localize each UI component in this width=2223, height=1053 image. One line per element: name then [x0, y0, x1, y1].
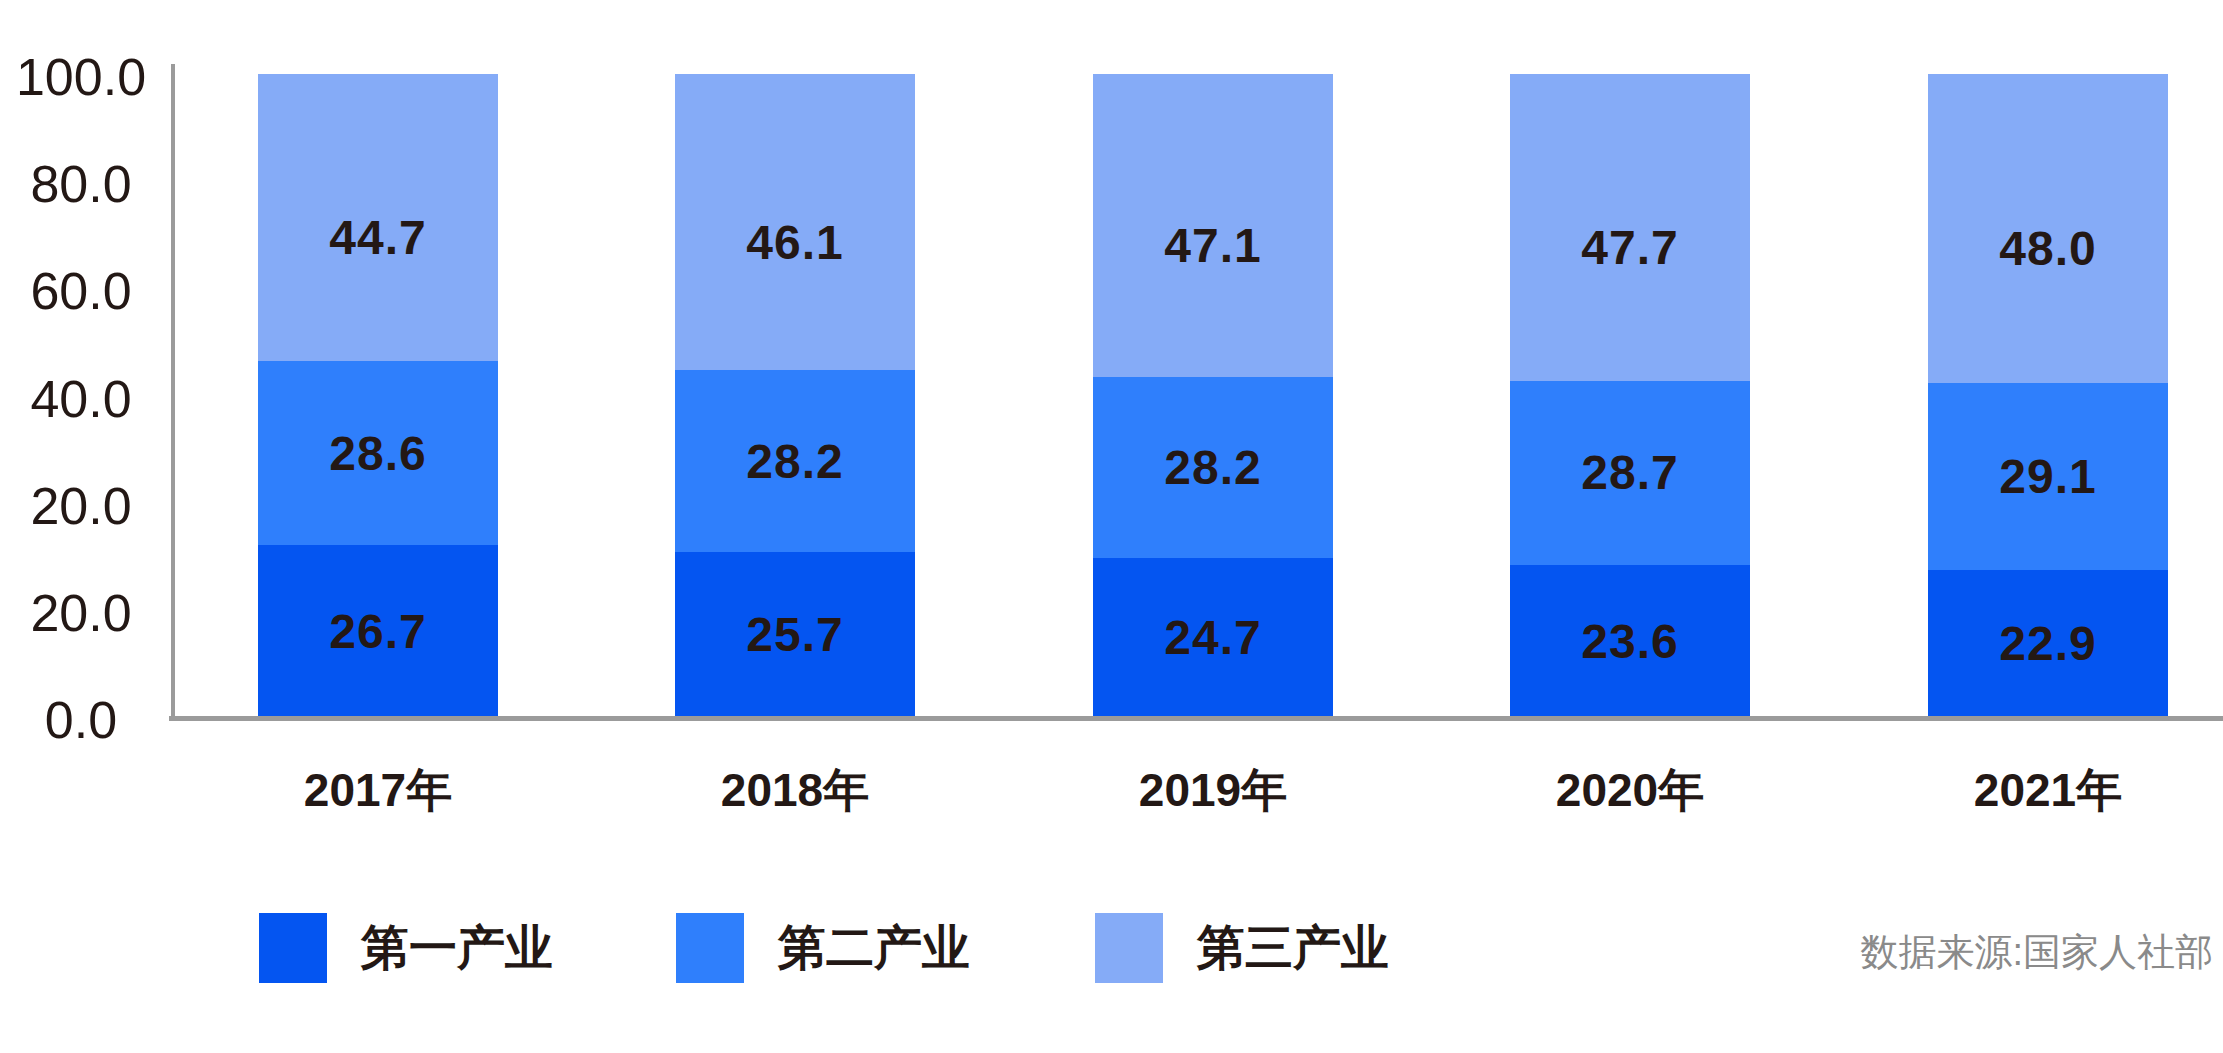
value-label: 29.1	[1999, 449, 2096, 504]
bar-segment-第二产业: 28.2	[1093, 377, 1333, 558]
legend-item-第三产业: 第三产业	[1095, 913, 1475, 983]
source-note: 数据来源:国家人社部	[1860, 928, 2213, 976]
stacked-bar-chart: 100.0 80.0 60.0 40.0 20.0 20.0 0.0 26.7 28.6 44.…	[0, 0, 2223, 1053]
bar-segment-第二产业: 28.2	[675, 370, 915, 551]
y-axis-tick-label: 20.0	[0, 583, 162, 643]
y-axis-tick-label: 0.0	[0, 690, 162, 750]
legend-swatch	[676, 913, 744, 983]
x-axis-label: 2021年	[1928, 762, 2168, 818]
y-axis-tick-label: 40.0	[0, 369, 162, 429]
bar-segment-第三产业: 48.0	[1928, 74, 2168, 383]
value-label: 28.2	[746, 434, 843, 489]
y-axis-tick-label: 80.0	[0, 154, 162, 214]
value-label: 46.1	[746, 215, 843, 270]
legend-swatch	[259, 913, 327, 983]
bar-2020年: 23.6 28.7 47.7	[1510, 0, 1750, 717]
x-axis-label: 2019年	[1093, 762, 1333, 818]
bar-2018年: 25.7 28.2 46.1	[675, 0, 915, 717]
value-label: 25.7	[746, 607, 843, 662]
bar-segment-第三产业: 46.1	[675, 74, 915, 370]
bar-segment-第一产业: 26.7	[258, 545, 498, 717]
bar-segment-第一产业: 24.7	[1093, 558, 1333, 717]
value-label: 48.0	[1999, 221, 2096, 276]
legend-label: 第二产业	[778, 913, 970, 983]
bar-2017年: 26.7 28.6 44.7	[258, 0, 498, 717]
legend-item-第一产业: 第一产业	[259, 913, 639, 983]
legend-item-第二产业: 第二产业	[676, 913, 1056, 983]
value-label: 26.7	[329, 604, 426, 659]
bar-segment-第三产业: 47.7	[1510, 74, 1750, 381]
bar-segment-第一产业: 25.7	[675, 552, 915, 717]
y-axis-tick-label: 100.0	[0, 47, 162, 107]
value-label: 24.7	[1164, 610, 1261, 665]
y-axis-line	[171, 64, 175, 717]
bar-segment-第二产业: 29.1	[1928, 383, 2168, 570]
bar-segment-第一产业: 22.9	[1928, 570, 2168, 717]
x-axis-label: 2018年	[675, 762, 915, 818]
bar-2019年: 24.7 28.2 47.1	[1093, 0, 1333, 717]
value-label: 23.6	[1581, 614, 1678, 669]
value-label: 47.1	[1164, 218, 1261, 273]
value-label: 28.7	[1581, 445, 1678, 500]
x-axis-line	[169, 716, 2223, 721]
bar-2021年: 22.9 29.1 48.0	[1928, 0, 2168, 717]
legend-label: 第三产业	[1197, 913, 1389, 983]
bar-segment-第一产业: 23.6	[1510, 565, 1750, 717]
y-axis-tick-label: 20.0	[0, 476, 162, 536]
value-label: 28.2	[1164, 440, 1261, 495]
bar-segment-第三产业: 44.7	[258, 74, 498, 361]
value-label: 47.7	[1581, 220, 1678, 275]
value-label: 28.6	[329, 426, 426, 481]
x-axis-label: 2017年	[258, 762, 498, 818]
legend-swatch	[1095, 913, 1163, 983]
value-label: 22.9	[1999, 616, 2096, 671]
value-label: 44.7	[329, 210, 426, 265]
x-axis-label: 2020年	[1510, 762, 1750, 818]
bar-segment-第二产业: 28.6	[258, 361, 498, 545]
legend-label: 第一产业	[361, 913, 553, 983]
bar-segment-第三产业: 47.1	[1093, 74, 1333, 377]
y-axis-tick-label: 60.0	[0, 261, 162, 321]
bar-segment-第二产业: 28.7	[1510, 381, 1750, 566]
